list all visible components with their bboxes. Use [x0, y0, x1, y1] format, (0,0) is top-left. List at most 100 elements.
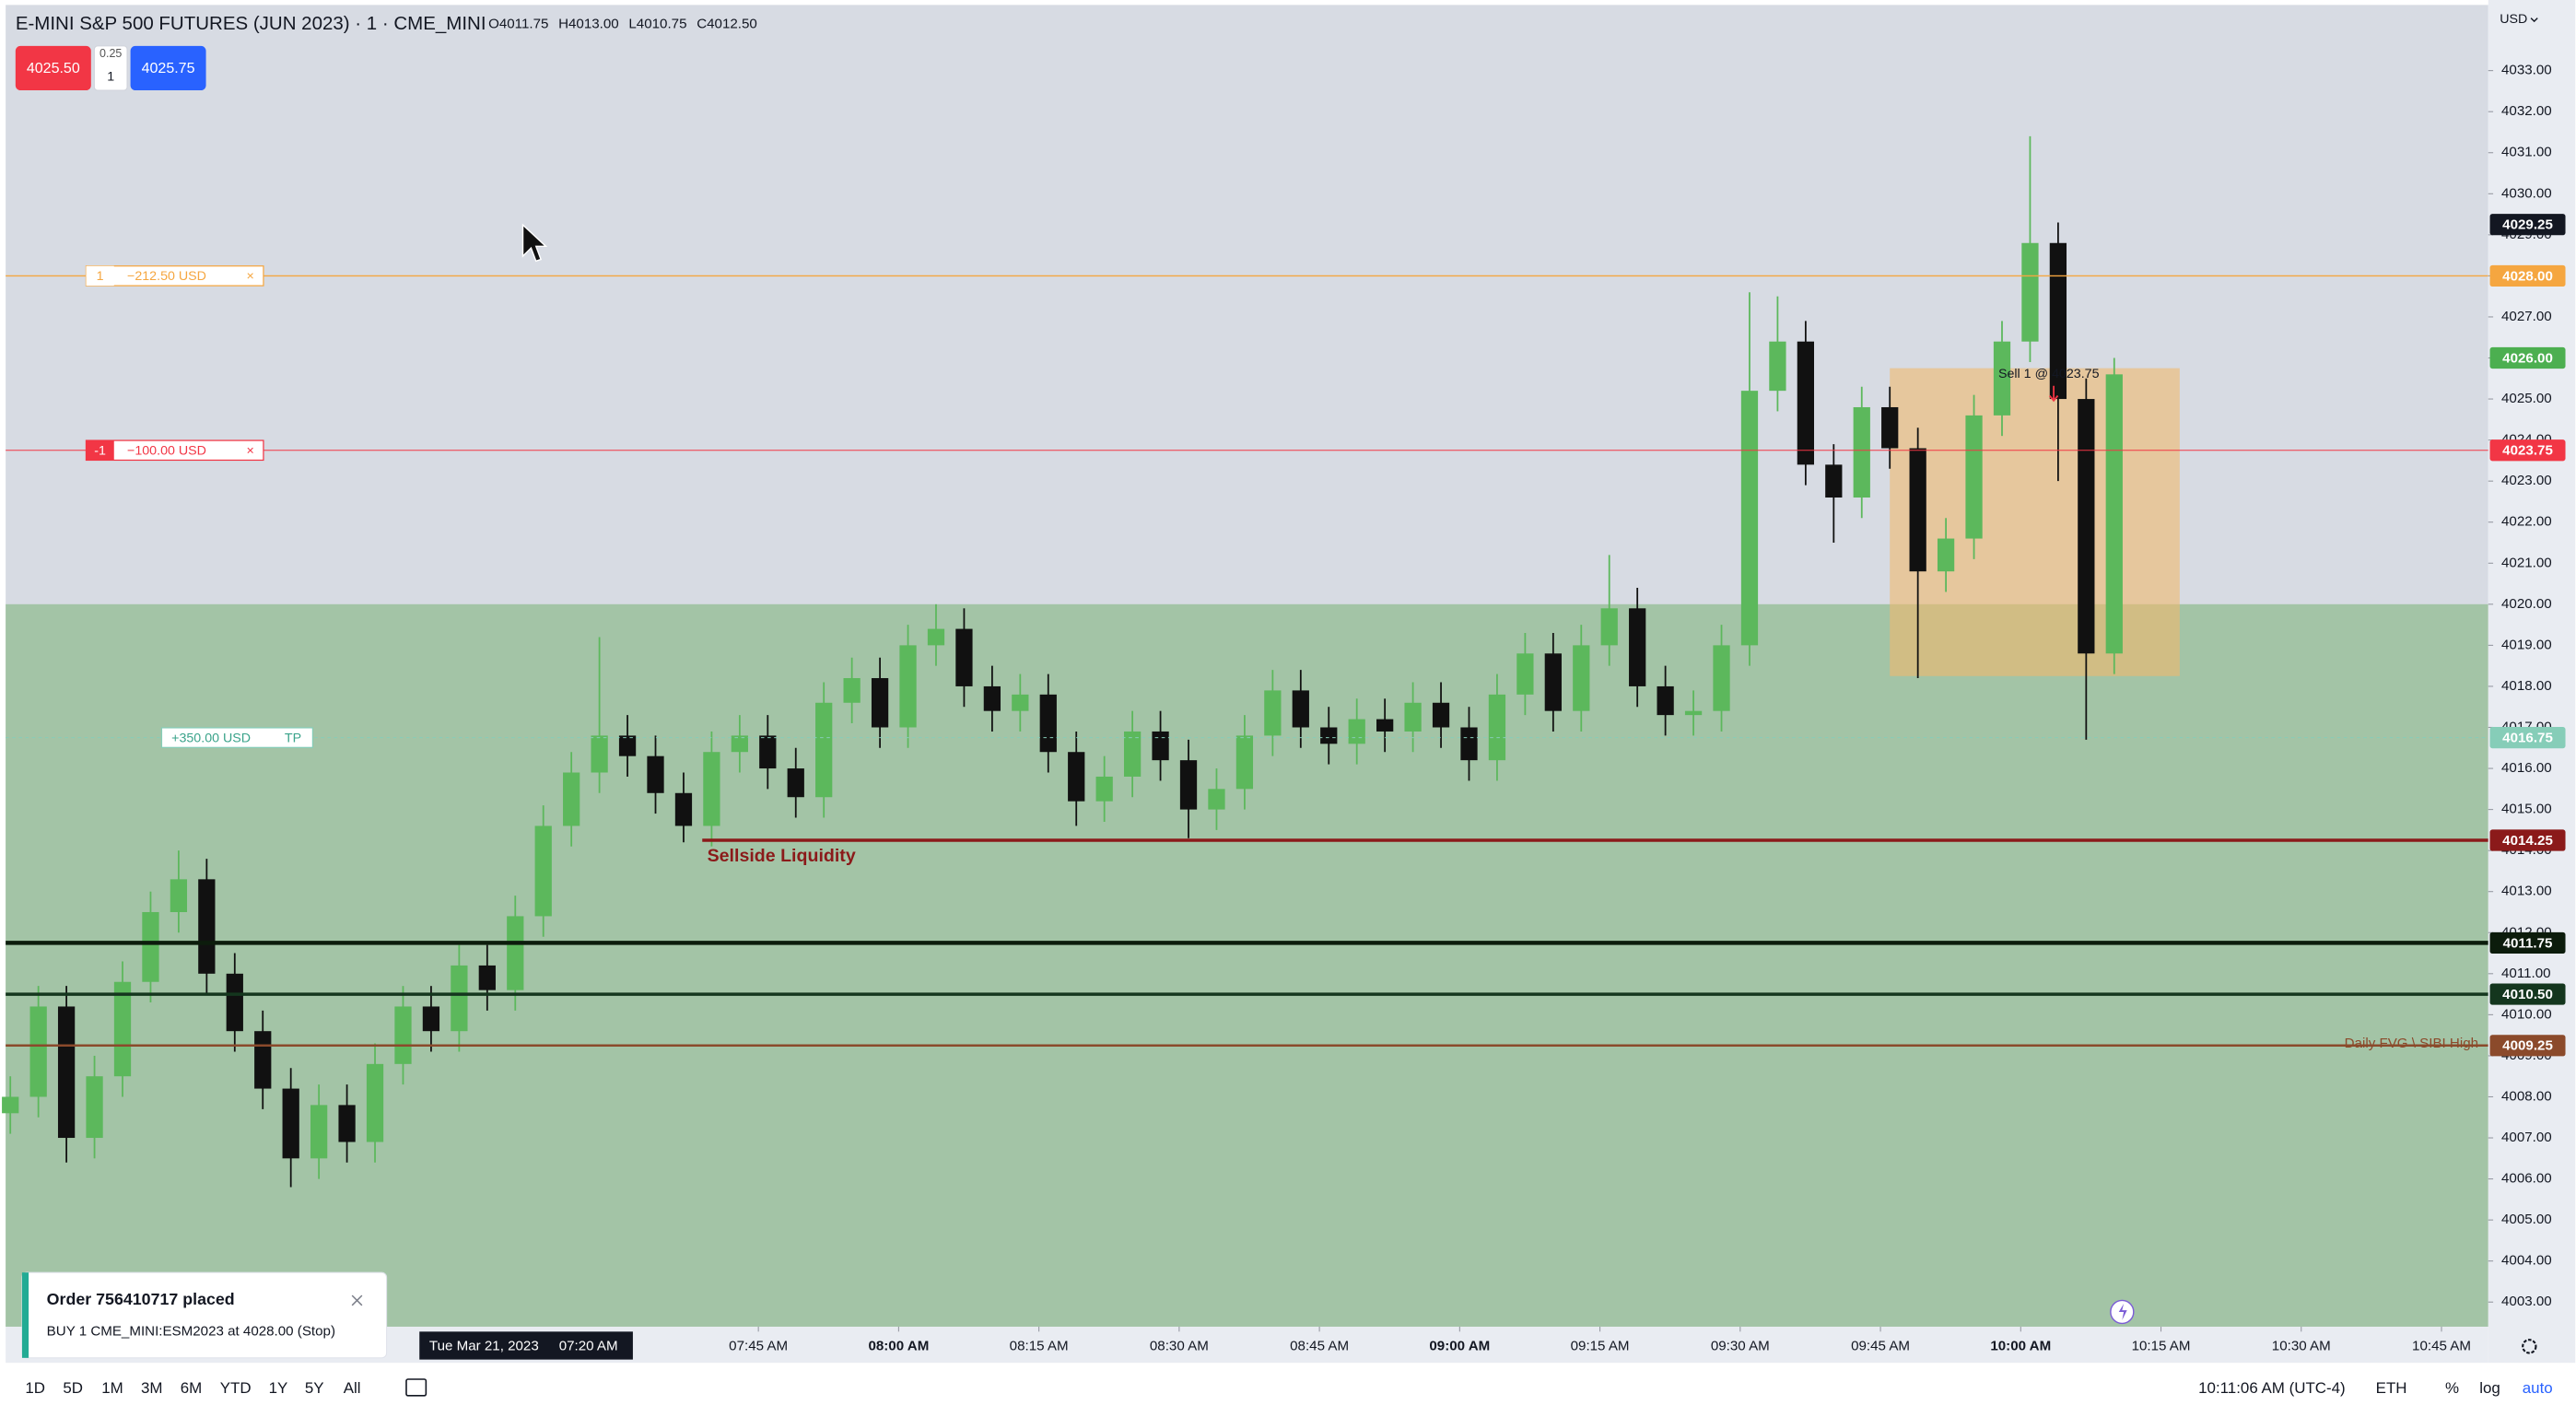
- price-line-tag-label: 4023.75: [2502, 443, 2553, 459]
- price-tags: 4028.00 4023.75 4016.75 4014.25 4011.75 4010.…: [2489, 214, 2566, 1057]
- order-qty-box[interactable]: [86, 440, 114, 461]
- quantity[interactable]: 1: [107, 70, 114, 85]
- candle-body: [591, 735, 608, 773]
- candle-body: [1264, 690, 1282, 736]
- x-tick-label: 08:00 AM: [868, 1338, 929, 1353]
- order-qty[interactable]: -1: [94, 443, 106, 458]
- candle-body: [1404, 702, 1422, 732]
- chart-title: E-MINI S&P 500 FUTURES (JUN 2023) · 1 · …: [16, 13, 486, 34]
- price-tag-label: 4029.25: [2502, 217, 2553, 233]
- qty-box[interactable]: [93, 45, 128, 91]
- range-button[interactable]: 1Y: [269, 1379, 288, 1397]
- goto-date-icon[interactable]: [405, 1378, 427, 1397]
- candle-body: [282, 1088, 299, 1159]
- candle-body: [2, 1096, 19, 1114]
- scale-option[interactable]: %: [2445, 1379, 2459, 1397]
- candle-body: [871, 678, 889, 728]
- price-line-tag: [2489, 983, 2566, 1005]
- candle-body: [1460, 727, 1478, 761]
- clock[interactable]: 10:11:06 AM (UTC-4): [2198, 1379, 2346, 1397]
- candle-body: [170, 879, 188, 912]
- order-pnl[interactable]: −212.50 USD: [127, 269, 206, 284]
- sell-button[interactable]: [15, 45, 91, 91]
- order-widget[interactable]: +350.00 USD TP: [160, 727, 314, 748]
- buy-button[interactable]: [130, 45, 206, 91]
- y-tick-label: 4019.00: [2501, 637, 2552, 652]
- y-tick-label: 4006.00: [2501, 1171, 2552, 1187]
- y-tick-label: 4010.00: [2501, 1006, 2552, 1022]
- notification-close[interactable]: [351, 1294, 363, 1306]
- order-qty-box[interactable]: [86, 265, 114, 287]
- y-tick-label: 4033.00: [2501, 63, 2552, 78]
- candle-body: [86, 1076, 103, 1139]
- candle-body: [1348, 719, 1365, 744]
- ohlc-value: H4013.00: [558, 17, 619, 32]
- x-tick-label: 08:15 AM: [1010, 1338, 1069, 1353]
- tp-label[interactable]: TP: [285, 731, 301, 745]
- mouse-cursor: [521, 223, 548, 263]
- x-tick-label: 10:15 AM: [2132, 1338, 2191, 1353]
- x-tick-label: 10:30 AM: [2272, 1338, 2331, 1353]
- notification-body: BUY 1 CME_MINI:ESM2023 at 4028.00 (Stop): [47, 1323, 335, 1339]
- sell-price[interactable]: 4025.50: [27, 60, 80, 76]
- candle-body: [1376, 719, 1394, 732]
- candle-body: [1208, 789, 1225, 810]
- buy-price[interactable]: 4025.75: [142, 60, 195, 76]
- candle-body: [1095, 776, 1113, 802]
- candle-body: [927, 628, 945, 646]
- currency[interactable]: USD: [2500, 12, 2527, 27]
- candle-body: [422, 1006, 440, 1032]
- y-tick-label: 4022.00: [2501, 514, 2552, 530]
- session[interactable]: ETH: [2376, 1379, 2407, 1397]
- price-line-tag-label: 4014.25: [2502, 833, 2553, 849]
- candle-body: [1853, 406, 1870, 498]
- y-tick-label: 4015.00: [2501, 802, 2552, 817]
- range-button[interactable]: 1D: [25, 1379, 45, 1397]
- range-button[interactable]: 5D: [63, 1379, 83, 1397]
- candle-body: [1068, 752, 1085, 802]
- order-close[interactable]: ×: [247, 443, 254, 458]
- candle-body: [1152, 731, 1169, 761]
- candle-body: [1965, 415, 1983, 539]
- price-line-tag: [2489, 727, 2566, 749]
- order-close[interactable]: ×: [247, 269, 254, 284]
- line-label: Daily FVG \ SIBI High: [2345, 1036, 2478, 1051]
- notification-bar: [21, 1272, 29, 1358]
- range-button[interactable]: 5Y: [305, 1379, 324, 1397]
- order-qty[interactable]: 1: [97, 269, 104, 284]
- x-tick-label: 09:45 AM: [1851, 1338, 1910, 1353]
- x-tick-label: 07:45 AM: [729, 1338, 788, 1353]
- tp-pnl[interactable]: +350.00 USD: [171, 731, 251, 745]
- candle-body: [57, 1006, 76, 1139]
- candle-body: [198, 879, 216, 974]
- tick-size: 0.25: [100, 47, 122, 60]
- candle-body: [1684, 710, 1703, 716]
- order-widget[interactable]: 1 −212.50 USD ×: [85, 265, 264, 287]
- tp-box[interactable]: [160, 727, 314, 748]
- range-button[interactable]: 6M: [181, 1379, 203, 1397]
- replay-bolt: [2118, 1304, 2127, 1320]
- candle-body: [563, 772, 580, 826]
- bottom-toolbar: [0, 1364, 2576, 1417]
- range-button[interactable]: 1M: [101, 1379, 123, 1397]
- price-tag-label: 4026.00: [2502, 350, 2553, 366]
- candle-body: [507, 916, 524, 990]
- range-button[interactable]: YTD: [220, 1379, 252, 1397]
- candle-body: [1573, 645, 1590, 711]
- price-lines: 1 −212.50 USD × -1 −100.00 USD × +350.00 USD TP…: [6, 265, 2488, 1051]
- x-tick-label: 09:00 AM: [1429, 1338, 1490, 1353]
- y-tick-label: 4016.00: [2501, 760, 2552, 776]
- ohlc-legend: O4011.75 H4013.00 L4010.75 C4012.50: [488, 17, 757, 32]
- candle-body: [1012, 694, 1029, 711]
- range-button[interactable]: 3M: [141, 1379, 163, 1397]
- order-pnl[interactable]: −100.00 USD: [127, 443, 206, 458]
- green-zone: [6, 603, 2488, 1327]
- range-button[interactable]: All: [344, 1379, 361, 1397]
- candle-body: [1713, 645, 1730, 711]
- order-widget[interactable]: -1 −100.00 USD ×: [85, 439, 264, 462]
- settings-icon[interactable]: [2522, 1339, 2537, 1354]
- scale-option[interactable]: auto: [2523, 1379, 2553, 1397]
- scale-option[interactable]: log: [2479, 1379, 2500, 1397]
- candle-body: [1909, 448, 1926, 572]
- candle-body: [1432, 702, 1450, 728]
